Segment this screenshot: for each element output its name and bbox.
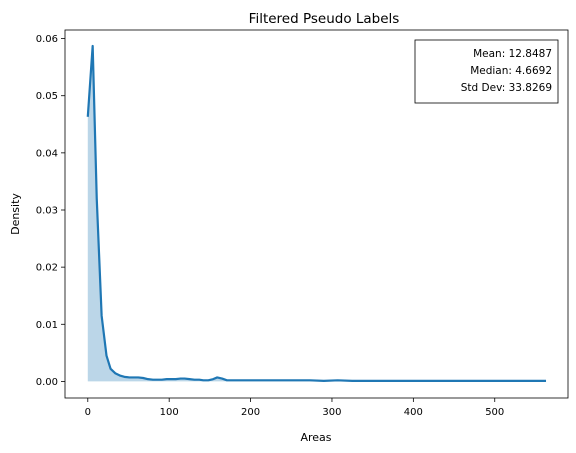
stats-median: Median: 4.6692	[470, 65, 552, 77]
y-tick-label: 0.02	[36, 263, 58, 274]
y-tick-label: 0.05	[36, 91, 58, 102]
stats-box-frame	[414, 39, 559, 104]
y-tick-label: 0.01	[36, 320, 58, 331]
y-tick-label: 0.03	[36, 206, 58, 217]
x-axis-label: Areas	[300, 431, 331, 444]
y-axis: 0.00 0.01 0.02 0.03 0.04 0.05 0.06	[36, 34, 65, 388]
x-axis: 0 100 200 300 400 500	[85, 398, 504, 418]
stats-mean: Mean: 12.8487	[473, 48, 552, 60]
x-tick-label: 0	[85, 407, 91, 418]
x-tick-label: 500	[485, 407, 504, 418]
y-axis-label: Density	[9, 193, 22, 235]
stats-std-dev: Std Dev: 33.8269	[461, 82, 552, 94]
x-tick-label: 100	[160, 407, 179, 418]
x-tick-label: 200	[241, 407, 260, 418]
chart-title: Filtered Pseudo Labels	[249, 11, 400, 27]
y-tick-label: 0.00	[36, 377, 58, 388]
x-tick-label: 300	[322, 407, 341, 418]
density-line	[86, 44, 547, 382]
y-tick-label: 0.04	[36, 148, 58, 159]
plot-frame	[64, 29, 569, 399]
stats-annotation-box: Mean: 12.8487 Median: 4.6692 Std Dev: 33…	[414, 39, 559, 104]
plot-area	[86, 44, 547, 382]
x-tick-label: 400	[404, 407, 423, 418]
y-tick-label: 0.06	[36, 34, 58, 45]
